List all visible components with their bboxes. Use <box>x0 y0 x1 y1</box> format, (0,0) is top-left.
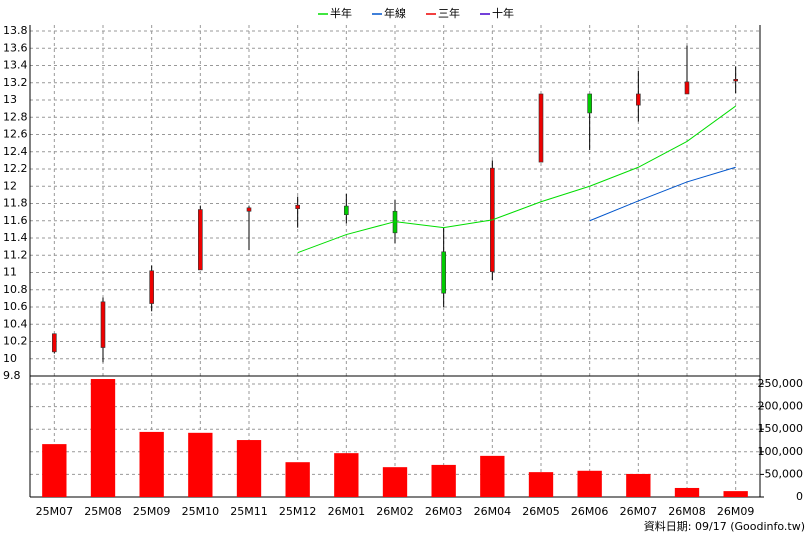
y-tick-label: 11 <box>3 266 17 279</box>
y-tick-label: 10 <box>3 352 17 365</box>
y-tick-label: 13 <box>3 93 17 106</box>
y-tick-label: 12.4 <box>3 145 28 158</box>
y-tick-label: 12 <box>3 179 17 192</box>
volume-bar <box>139 431 164 497</box>
y-tick-label: 10.4 <box>3 317 28 330</box>
x-tick-label: 25M12 <box>279 505 317 518</box>
y2-tick-label: 50,000 <box>765 467 804 480</box>
y-tick-label: 13.6 <box>3 41 28 54</box>
candle-body <box>733 79 738 82</box>
x-tick-label: 26M06 <box>571 505 609 518</box>
y-tick-label: 13.8 <box>3 24 28 37</box>
y2-tick-label: 0 <box>796 490 803 503</box>
volume-bar <box>285 462 310 497</box>
candle-body <box>52 333 57 353</box>
volume-bar <box>42 444 67 497</box>
x-tick-label: 26M03 <box>425 505 463 518</box>
y2-tick-label: 250,000 <box>758 377 804 390</box>
footnote: 資料日期: 09/17 (Goodinfo.tw) <box>644 519 805 533</box>
legend-label: 十年 <box>492 6 514 20</box>
volume-bar <box>674 487 700 497</box>
x-tick-label: 25M11 <box>230 505 268 518</box>
y2-tick-label: 150,000 <box>758 422 804 435</box>
volume-bar <box>723 491 748 497</box>
candle-body <box>198 209 203 271</box>
volume-bar <box>334 453 359 497</box>
y-tick-label: 11.6 <box>3 214 28 227</box>
x-tick-label: 26M08 <box>668 505 706 518</box>
y-tick-label: 11.4 <box>3 231 28 244</box>
volume-bar <box>382 467 408 497</box>
volume-bar <box>236 440 262 497</box>
volume-bar <box>188 432 213 497</box>
legend-label: 年線 <box>384 6 406 20</box>
x-tick-label: 26M09 <box>717 505 755 518</box>
y-tick-label: 10.2 <box>3 335 28 348</box>
candle-body <box>538 93 544 163</box>
y2-tick-label: 200,000 <box>758 400 804 413</box>
volume-bar <box>431 464 456 497</box>
x-tick-label: 26M04 <box>474 505 512 518</box>
ma-line <box>589 166 736 222</box>
y-tick-label: 12.2 <box>3 162 28 175</box>
candle-body <box>587 93 592 114</box>
y2-tick-label: 100,000 <box>758 445 804 458</box>
x-tick-label: 26M01 <box>328 505 366 518</box>
candle-body <box>100 301 106 348</box>
volume-bar <box>577 470 602 497</box>
y-tick-label: 13.2 <box>3 76 28 89</box>
y-tick-label: 9.8 <box>3 369 21 382</box>
y-tick-label: 11.2 <box>3 248 28 261</box>
candle-body <box>441 251 446 294</box>
volume-bar <box>528 472 554 497</box>
candle-body <box>246 207 252 212</box>
volume-bar <box>90 379 116 497</box>
candle-body <box>684 81 690 95</box>
y-tick-label: 12.6 <box>3 128 28 141</box>
x-tick-label: 25M07 <box>36 505 74 518</box>
ma-line <box>297 105 736 254</box>
candle-body <box>344 205 349 216</box>
x-tick-label: 26M05 <box>522 505 560 518</box>
candle-body <box>636 93 641 106</box>
volume-bar <box>626 473 651 497</box>
y-tick-label: 12.8 <box>3 110 28 123</box>
y-tick-label: 10.8 <box>3 283 28 296</box>
y-tick-label: 13.4 <box>3 59 28 72</box>
x-tick-label: 25M10 <box>182 505 220 518</box>
x-tick-label: 25M09 <box>133 505 171 518</box>
x-tick-label: 26M07 <box>620 505 658 518</box>
legend-label: 半年 <box>330 6 352 20</box>
y-tick-label: 11.8 <box>3 197 28 210</box>
y-tick-label: 10.6 <box>3 300 28 313</box>
candle-body <box>295 204 300 209</box>
volume-bar <box>480 455 505 497</box>
candle-body <box>149 270 154 304</box>
legend-label: 三年 <box>438 6 460 20</box>
x-tick-label: 25M08 <box>84 505 122 518</box>
x-tick-label: 26M02 <box>376 505 414 518</box>
